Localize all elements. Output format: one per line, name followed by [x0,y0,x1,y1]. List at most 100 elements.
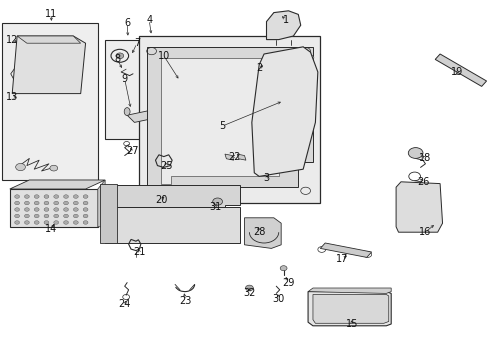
Text: 29: 29 [282,278,294,288]
Circle shape [15,195,20,198]
Circle shape [212,198,222,205]
Polygon shape [266,11,300,40]
Circle shape [407,148,422,158]
Polygon shape [251,47,317,176]
Bar [15,223,93,226]
Circle shape [24,201,29,205]
Circle shape [63,214,68,218]
Circle shape [34,208,39,211]
Text: 14: 14 [45,224,58,234]
Polygon shape [12,36,85,94]
Circle shape [15,214,20,218]
Text: 24: 24 [118,299,131,309]
Polygon shape [307,292,390,326]
Text: 11: 11 [45,9,58,19]
Text: 10: 10 [157,51,170,61]
Circle shape [44,201,49,205]
Text: 8: 8 [114,54,120,64]
Circle shape [83,195,88,198]
Polygon shape [100,185,239,209]
Circle shape [83,208,88,211]
Circle shape [63,201,68,205]
Text: 28: 28 [252,227,265,237]
Text: 22: 22 [228,152,241,162]
Text: 2: 2 [256,63,262,73]
Circle shape [54,208,59,211]
Circle shape [280,266,286,271]
Circle shape [116,53,123,59]
Text: 7: 7 [134,38,140,48]
Polygon shape [320,243,371,257]
Circle shape [308,95,315,100]
Text: 5: 5 [219,121,225,131]
Polygon shape [100,184,117,243]
Ellipse shape [124,108,130,116]
Circle shape [73,221,78,224]
Polygon shape [10,189,98,227]
Polygon shape [127,108,168,122]
Circle shape [15,221,20,224]
Circle shape [24,214,29,218]
Circle shape [34,195,39,198]
Circle shape [83,221,88,224]
Polygon shape [395,182,442,232]
Text: 20: 20 [155,195,167,205]
Polygon shape [434,54,486,86]
Text: 32: 32 [243,288,255,298]
Circle shape [63,221,68,224]
Text: 19: 19 [450,67,463,77]
Polygon shape [244,218,281,248]
Circle shape [24,221,29,224]
Text: 12: 12 [6,35,19,45]
Bar [2,23,98,180]
Circle shape [308,75,315,80]
Circle shape [24,208,29,211]
Circle shape [34,214,39,218]
Circle shape [44,221,49,224]
Bar [139,36,320,203]
Text: 23: 23 [179,296,192,306]
Circle shape [73,195,78,198]
Circle shape [73,201,78,205]
Text: 18: 18 [418,153,431,163]
Text: 27: 27 [125,146,138,156]
Text: 9: 9 [122,74,127,84]
Circle shape [73,214,78,218]
Polygon shape [237,154,245,160]
Circle shape [15,208,20,211]
Circle shape [83,201,88,205]
Circle shape [44,195,49,198]
Circle shape [54,214,59,218]
Text: 30: 30 [272,294,285,304]
Circle shape [245,285,253,291]
Polygon shape [224,154,233,160]
Text: 25: 25 [160,161,172,171]
Text: 6: 6 [124,18,130,28]
Circle shape [50,165,58,171]
Text: 13: 13 [6,92,19,102]
Text: 15: 15 [345,319,358,329]
Bar [22,47,73,86]
Text: 26: 26 [416,177,428,187]
Polygon shape [105,207,239,243]
Circle shape [44,214,49,218]
Text: 21: 21 [133,247,145,257]
Circle shape [34,201,39,205]
Circle shape [24,195,29,198]
Circle shape [54,221,59,224]
Circle shape [34,221,39,224]
Bar [105,40,190,139]
Circle shape [63,208,68,211]
Text: 4: 4 [146,15,152,25]
Text: 16: 16 [418,227,431,237]
Circle shape [73,208,78,211]
Text: 3: 3 [263,173,269,183]
Text: 31: 31 [208,202,221,212]
Circle shape [306,55,313,60]
Text: 17: 17 [335,254,348,264]
Polygon shape [10,180,105,189]
Circle shape [54,201,59,205]
Circle shape [15,201,20,205]
Ellipse shape [163,108,169,116]
Polygon shape [146,47,312,194]
